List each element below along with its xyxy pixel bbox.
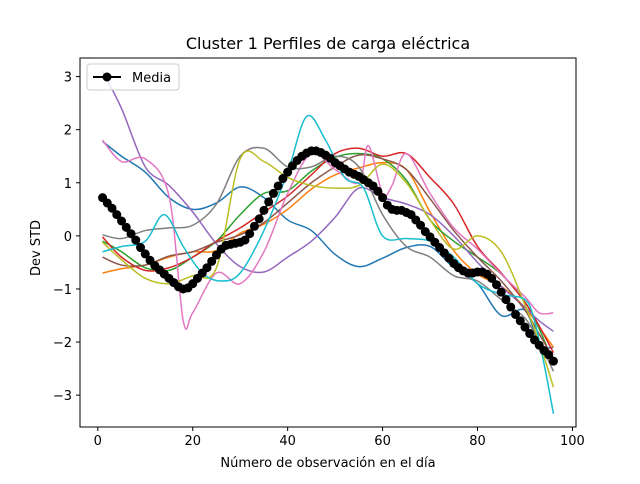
mean-point-7: [126, 229, 136, 239]
mean-point-95: [544, 350, 554, 360]
mean-point-85: [496, 287, 506, 297]
x-tick-label-80: 80: [469, 434, 486, 449]
profile-line-1: [102, 140, 554, 349]
axes-frame: [79, 57, 577, 428]
mean-point-86: [501, 295, 511, 305]
mean-point-59: [373, 186, 383, 196]
mean-point-40: [283, 167, 293, 177]
profile-line-4: [101, 147, 555, 354]
mean-point-39: [278, 174, 288, 184]
x-tick-label-40: 40: [279, 434, 296, 449]
mean-point-23: [202, 263, 212, 273]
legend: Media: [86, 63, 180, 91]
x-axis-label: Número de observación en el día: [220, 456, 435, 471]
legend-box: [86, 63, 180, 91]
x-tick-label-0: 0: [94, 434, 102, 449]
legend-marker-media: [102, 72, 112, 82]
mean-point-68: [416, 220, 426, 230]
mean-point-33: [249, 221, 259, 231]
axes: 0 20 40 60 80 100 −3 −2 −1 0 1 2 3: [53, 57, 585, 449]
mean-point-91: [525, 329, 535, 339]
y-tick-label--3: −3: [53, 389, 72, 404]
mean-point-89: [515, 316, 525, 326]
plot-area: [98, 70, 558, 414]
y-tick-label--1: −1: [53, 283, 72, 298]
mean-point-32: [245, 229, 255, 239]
x-tick-label-100: 100: [560, 434, 585, 449]
mean-point-84: [492, 280, 501, 290]
y-tick-label-1: 1: [64, 177, 72, 192]
mean-point-38: [273, 181, 283, 191]
mean-point-88: [510, 309, 520, 319]
mean-point-4: [112, 210, 122, 220]
profile-line-8: [102, 146, 555, 372]
mean-point-6: [121, 222, 131, 232]
mean-point-3: [107, 203, 117, 213]
mean-point-34: [254, 214, 264, 224]
y-axis-label: Dev STD: [29, 220, 44, 276]
chart-title: Cluster 1 Perfiles de carga eléctrica: [186, 34, 470, 53]
mean-point-24: [207, 256, 217, 266]
x-tick-label-20: 20: [184, 434, 201, 449]
y-tick-label-0: 0: [64, 230, 72, 245]
mean-point-96: [548, 356, 558, 366]
mean-point-90: [520, 322, 530, 332]
profile-line-3: [102, 152, 555, 364]
mean-point-35: [259, 205, 269, 215]
mean-point-37: [268, 188, 278, 198]
mean-point-9: [136, 243, 146, 253]
mean-point-8: [131, 235, 141, 245]
x-tick-label-60: 60: [374, 434, 391, 449]
y-tick-label-3: 3: [64, 71, 72, 86]
mean-point-10: [140, 249, 150, 259]
mean-point-87: [506, 302, 516, 312]
mean-point-83: [487, 273, 497, 283]
legend-label-media: Media: [132, 71, 171, 86]
mean-point-36: [264, 197, 274, 207]
mean-point-60: [378, 193, 388, 203]
y-tick-label-2: 2: [64, 124, 72, 139]
mean-point-5: [117, 216, 127, 226]
y-tick-label--2: −2: [53, 336, 72, 351]
mean-point-31: [240, 235, 250, 245]
